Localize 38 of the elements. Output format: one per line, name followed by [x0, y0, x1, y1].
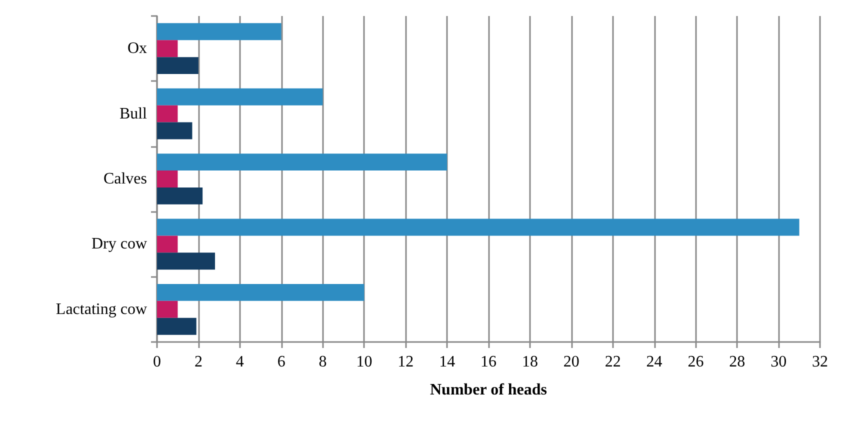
x-tick-label: 32 — [812, 354, 828, 370]
y-tick-label: Lactating cow — [56, 300, 148, 318]
y-tick-label: Bull — [119, 105, 148, 122]
x-tick-label: 8 — [318, 354, 327, 370]
x-tick-label: 16 — [480, 354, 496, 370]
bar — [157, 88, 323, 106]
bar — [157, 154, 448, 171]
bar — [157, 236, 178, 253]
bar — [157, 284, 364, 301]
x-tick-label: 26 — [688, 354, 704, 370]
x-tick-label: 22 — [604, 354, 621, 370]
x-tick-label: 30 — [770, 354, 787, 370]
x-tick-label: 12 — [398, 354, 414, 370]
x-tick-label: 28 — [729, 354, 746, 370]
x-tick-label: 10 — [356, 354, 372, 370]
bar — [157, 218, 800, 236]
x-tick-label: 4 — [236, 354, 244, 370]
bar — [157, 252, 216, 270]
bar — [157, 170, 178, 188]
x-tick-label: 20 — [563, 354, 580, 370]
y-tick-label: Ox — [127, 40, 147, 58]
x-tick-label: 2 — [194, 354, 202, 370]
x-tick-label: 6 — [277, 354, 286, 370]
x-tick-label: 0 — [153, 354, 161, 370]
bar — [157, 318, 196, 335]
bar — [157, 57, 198, 74]
bar — [157, 122, 192, 140]
bar — [157, 40, 178, 58]
x-tick-label: 14 — [439, 354, 456, 370]
y-tick-label: Calves — [103, 170, 147, 188]
x-axis-title: Number of heads — [430, 382, 548, 398]
x-tick-label: 18 — [522, 354, 538, 370]
y-tick-label: Dry cow — [91, 236, 148, 253]
x-tick-label: 24 — [646, 354, 662, 370]
bar — [157, 23, 282, 40]
bar — [157, 187, 203, 204]
bar — [157, 105, 178, 122]
bar — [157, 300, 178, 318]
